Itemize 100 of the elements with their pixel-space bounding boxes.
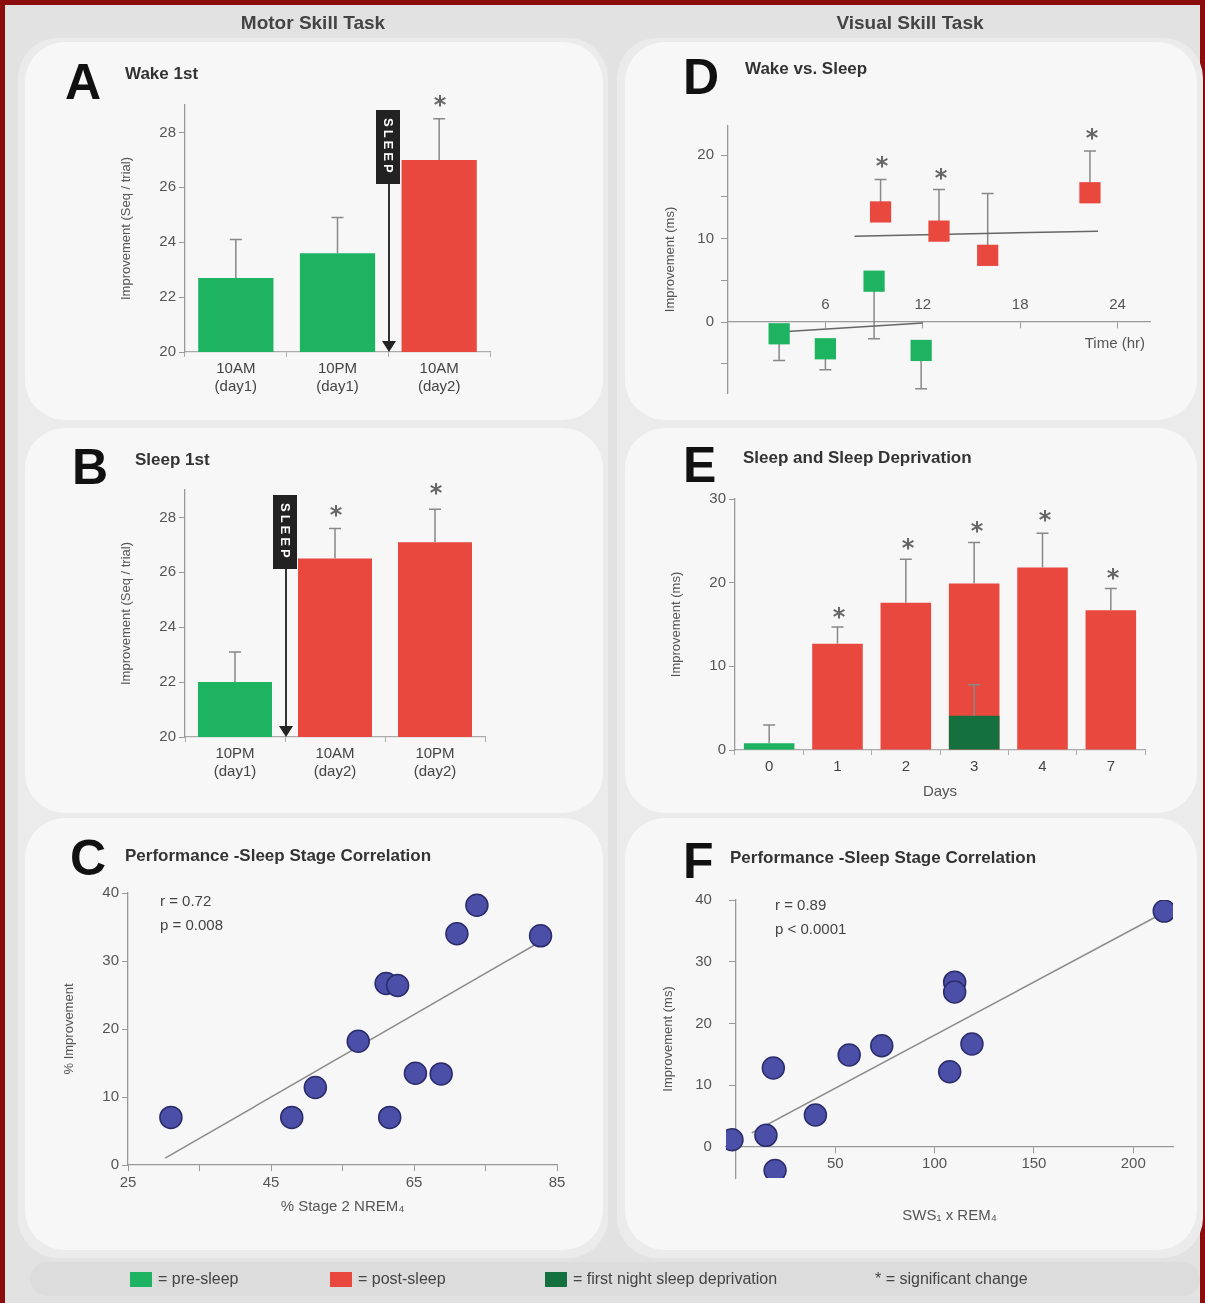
y-tick-label: 10	[697, 228, 714, 246]
text: = first night sleep deprivation	[573, 1270, 778, 1288]
x-tick-label: 3	[969, 757, 979, 775]
bar	[812, 643, 863, 750]
x-tick-label: 65	[405, 1173, 423, 1191]
x-tick-label: 10PM (day2)	[413, 744, 457, 780]
chart-title: Sleep 1st	[135, 450, 210, 470]
y-tick-label: 20	[159, 727, 176, 745]
y-tick-label: 22	[159, 287, 176, 305]
x-tick-label: 6	[821, 294, 830, 312]
y-tick-label: 24	[159, 232, 176, 250]
x-tick-label: 45	[262, 1173, 280, 1191]
point	[870, 1034, 894, 1058]
chart-title: Performance -Sleep Stage Correlation	[125, 846, 432, 866]
annotation: *	[433, 91, 447, 119]
point	[910, 339, 932, 362]
text: C	[70, 830, 107, 886]
annotation: *	[901, 534, 915, 562]
annotation: *	[970, 517, 984, 545]
y-tick-label: 20	[695, 1013, 712, 1031]
point	[403, 1061, 428, 1085]
point	[303, 1075, 328, 1100]
point	[863, 270, 885, 292]
point	[377, 1105, 402, 1130]
y-tick-label: 20	[159, 342, 176, 360]
annotation: *	[429, 479, 443, 507]
y-tick-label: 22	[159, 672, 176, 690]
x-tick-label: 18	[1011, 294, 1029, 312]
point	[942, 980, 967, 1004]
x-tick-label: 150	[1021, 1153, 1047, 1171]
x-axis-title: % Stage 2 NREM₄	[280, 1197, 405, 1215]
point	[346, 1029, 370, 1053]
y-tick-label: 26	[159, 562, 176, 580]
y-tick-label: 30	[695, 951, 712, 969]
annotation: r = 0.89	[775, 896, 827, 913]
x-tick-label: 10AM (day2)	[313, 744, 357, 780]
text: D	[683, 49, 720, 105]
text: = pre-sleep	[158, 1270, 239, 1288]
text: F	[683, 833, 714, 889]
text: Motor Skill Task	[239, 12, 387, 34]
annotation: p < 0.0001	[775, 920, 847, 937]
y-axis-title: Improvement (Seq / trial)	[118, 541, 134, 686]
text: Visual Skill Task	[835, 12, 985, 34]
x-tick-label: 10AM (day2)	[417, 359, 461, 395]
y-axis-title: Improvement (ms)	[668, 571, 684, 678]
x-tick-label: 200	[1120, 1153, 1146, 1171]
chart-title: Wake 1st	[125, 64, 199, 84]
annotation: *	[1038, 506, 1052, 534]
point	[768, 323, 790, 345]
annotation: p = 0.008	[160, 916, 223, 933]
bar	[880, 602, 932, 750]
y-tick-label: 26	[159, 177, 176, 195]
chart-title: Wake vs. Sleep	[745, 59, 868, 79]
annotation: *	[875, 152, 889, 180]
y-tick-label: 0	[703, 1137, 712, 1155]
point	[803, 1103, 828, 1127]
x-tick-label: 2	[901, 757, 911, 775]
point	[977, 244, 999, 266]
bar	[743, 743, 795, 750]
x-tick-label: 1	[833, 757, 842, 775]
x-tick-label: 0	[764, 757, 774, 775]
annotation: *	[1106, 564, 1120, 592]
y-tick-label: 20	[709, 572, 726, 590]
x-tick-label: 7	[1106, 757, 1116, 775]
annotation: *	[934, 164, 948, 192]
x-tick-label: 12	[914, 294, 932, 312]
point	[928, 220, 950, 242]
x-tick-label: 10AM (day1)	[214, 359, 258, 395]
point	[937, 1059, 962, 1084]
annotation: SLEEP	[376, 110, 401, 184]
y-tick-label: 10	[709, 656, 726, 674]
y-tick-label: 30	[102, 951, 119, 969]
y-axis-title: % Improvement	[61, 983, 77, 1075]
x-tick-label: 24	[1109, 294, 1126, 312]
y-tick-label: 28	[159, 507, 176, 525]
text: B	[72, 439, 109, 495]
y-axis-title: Improvement (ms)	[661, 206, 677, 313]
annotation: *	[1085, 124, 1099, 152]
x-axis-title: Time (hr)	[1084, 333, 1145, 351]
x-tick-label: 100	[922, 1153, 948, 1171]
point	[159, 1105, 183, 1130]
point	[869, 201, 892, 223]
point	[279, 1105, 304, 1130]
point	[385, 973, 410, 998]
point	[960, 1032, 984, 1056]
point	[761, 1056, 786, 1080]
y-axis-title: Improvement (ms)	[659, 986, 675, 1092]
x-tick-label: 10PM (day1)	[213, 744, 257, 780]
x-tick-label: 85	[548, 1173, 566, 1191]
x-tick-label: 10PM (day1)	[316, 359, 359, 395]
text: * = significant change	[875, 1270, 1028, 1288]
point	[1079, 182, 1101, 204]
x-tick-label: 25	[119, 1173, 137, 1191]
chart-title: Performance -Sleep Stage Correlation	[730, 848, 1037, 868]
point	[429, 1062, 453, 1086]
x-tick-label: 4	[1038, 757, 1047, 775]
x-tick-label: 50	[826, 1153, 844, 1171]
text: A	[65, 54, 102, 110]
y-tick-label: 24	[159, 617, 176, 635]
point	[465, 893, 489, 917]
